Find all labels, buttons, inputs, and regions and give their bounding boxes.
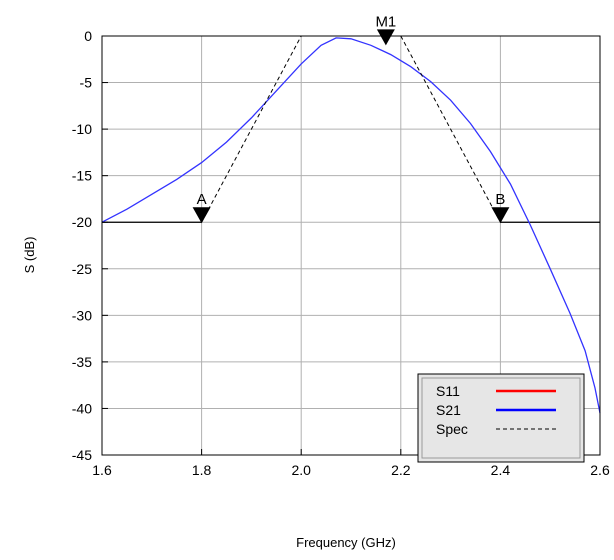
y-tick-label: -20: [72, 214, 92, 230]
plot-curves: [101, 35, 601, 414]
marker-triangle-m1: [376, 29, 395, 46]
y-tick-label: -35: [72, 354, 92, 370]
y-tick-label: -25: [72, 261, 92, 277]
x-axis-label: Frequency (GHz): [296, 535, 396, 550]
y-axis-label: S (dB): [22, 237, 37, 274]
legend-label-spec: Spec: [436, 421, 468, 437]
marker-label-m1: M1: [375, 13, 396, 30]
x-tick-label: 2.0: [291, 462, 311, 478]
legend-label-s21: S21: [436, 402, 461, 418]
marker-label-a: A: [197, 191, 207, 208]
y-tick-label: -10: [72, 121, 92, 137]
x-tick-label: 1.6: [92, 462, 112, 478]
marker-label-b: B: [495, 191, 505, 208]
legend-label-s11: S11: [436, 383, 460, 399]
y-tick-label: -40: [72, 400, 92, 416]
legend-inner-frame: [421, 377, 581, 459]
x-tick-label: 2.6: [590, 462, 610, 478]
y-tick-label: -5: [80, 75, 93, 91]
tick-labels: 1.6 1.8 2.0 2.2 2.4 2.6 0 -5 -10 -15 -20 -25 -30 -35 -…: [72, 28, 610, 478]
series-line-spec: [400, 35, 501, 223]
legend-box: [417, 373, 585, 463]
markers: A M1 B: [192, 13, 510, 224]
marker-triangle-a: [192, 207, 211, 224]
x-tick-label: 2.2: [391, 462, 411, 478]
plot-frame: [101, 35, 601, 456]
series-line-s21: [101, 37, 601, 414]
series-line-spec: [201, 35, 302, 223]
y-tick-label: 0: [84, 28, 92, 44]
y-tick-label: -45: [72, 447, 92, 463]
x-tick-label: 2.4: [491, 462, 511, 478]
marker-triangle-b: [491, 207, 510, 224]
y-tick-label: -30: [72, 307, 92, 323]
legend: S11 S21 Spec: [417, 373, 585, 463]
x-tick-label: 1.8: [192, 462, 212, 478]
y-tick-label: -15: [72, 168, 92, 184]
